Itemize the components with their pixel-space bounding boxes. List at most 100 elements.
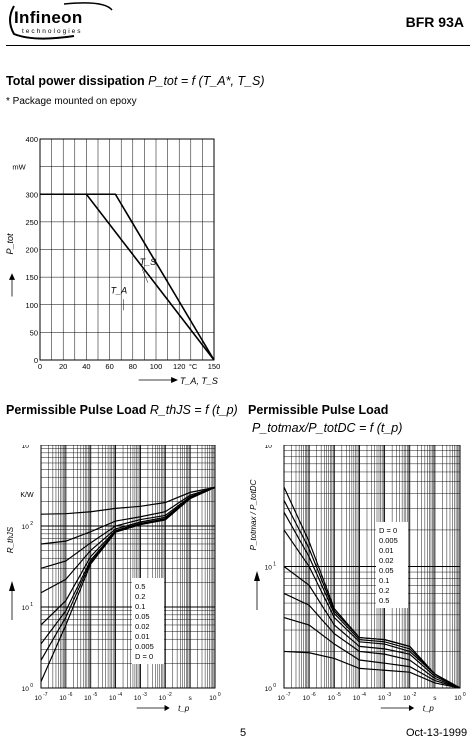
x-tick-label: 10 -6 — [303, 692, 316, 702]
section3-title: Permissible Pulse Load — [248, 403, 388, 417]
header-divider — [6, 45, 470, 46]
x-tick-label: 120 — [173, 362, 186, 371]
x-tick-label: 10 -5 — [84, 692, 97, 702]
series-ts-label: T_S — [140, 257, 157, 267]
legend-label: 0.02 — [379, 556, 394, 565]
x-tick-label: 60 — [105, 362, 113, 371]
x-tick-label: 10 -4 — [353, 692, 366, 702]
pulse-power-ratio-chart: 10 -7 10 -6 10 -5 10 -4 10 -3 10 -2 s 10 0 10 0 1… — [249, 445, 466, 713]
legend-box — [132, 578, 164, 664]
brand-subtitle: technologies — [22, 28, 83, 35]
plot-frame — [39, 138, 215, 361]
x-tick-label: 10 -4 — [109, 692, 122, 702]
y-tick-label: 100 — [25, 301, 38, 310]
x-tick-label: 0 — [38, 362, 42, 371]
series-line — [283, 592, 461, 689]
x-axis-label: t_p — [178, 704, 190, 713]
footer-date: Oct-13-1999 — [406, 727, 468, 739]
legend-label: 0.5 — [379, 596, 389, 605]
thermal-resistance-chart: 10 -7 10 -6 10 -5 10 -4 10 -3 10 -2 s 10 0 10 0 1… — [6, 445, 221, 713]
series-line — [40, 486, 216, 515]
x-tick-label: 10 -2 — [403, 692, 416, 702]
y-tick-label: 150 — [25, 273, 38, 282]
y-unit-label: K/W — [20, 492, 34, 499]
legend-label: 0.05 — [135, 612, 150, 621]
series-line — [283, 529, 461, 689]
y-tick-label: 10 2 — [22, 521, 34, 531]
section1-title-formula: P_tot = f (T_A*, T_S) — [148, 74, 265, 88]
y-tick-label: 50 — [30, 328, 38, 337]
series-line — [40, 486, 216, 682]
x-tick-label: 10 -6 — [59, 692, 72, 702]
y-tick-label: 10 3 — [22, 445, 34, 450]
series-line — [40, 486, 216, 569]
x-tick-label: 10 0 — [454, 692, 466, 702]
x-tick-label: 10 -7 — [277, 692, 290, 702]
legend-label: 0.1 — [135, 602, 145, 611]
legend-label: 0.5 — [135, 582, 145, 591]
y-tick-label: 300 — [25, 190, 38, 199]
legend-label: 0.1 — [379, 576, 389, 585]
legend-label: 0.01 — [379, 546, 394, 555]
y-tick-label: 0 — [34, 356, 38, 365]
series-line — [283, 616, 461, 689]
legend-label: D = 0 — [135, 652, 153, 661]
x-tick-label: 100 — [150, 362, 163, 371]
section1-note: * Package mounted on epoxy — [6, 96, 137, 107]
section1-title-main: Total power dissipation — [6, 74, 145, 88]
legend-label: 0.005 — [135, 642, 154, 651]
section3-formula: P_totmax/P_totDC = f (t_p) — [252, 421, 402, 435]
y-tick-label: 10 2 — [265, 445, 277, 450]
series-line — [283, 566, 461, 689]
x-axis-arrowhead — [171, 377, 179, 383]
series-line — [40, 486, 216, 545]
brand-name: Infineon — [14, 8, 83, 27]
legend-label: 0.2 — [135, 592, 145, 601]
section2-title-main: Permissible Pulse Load — [6, 403, 147, 417]
x-tick-label: 150 — [208, 362, 221, 371]
part-number: BFR 93A — [405, 14, 464, 30]
y-tick-label: 200 — [25, 246, 38, 255]
series-ta-line — [40, 193, 215, 361]
series-ts-leader — [141, 268, 149, 283]
section3-title-main: Permissible Pulse Load — [248, 403, 389, 417]
y-axis-label: R_thJS — [6, 526, 15, 553]
x-tick-label: 20 — [59, 362, 67, 371]
x-tick-label: 80 — [129, 362, 137, 371]
legend-label: 0.02 — [135, 622, 150, 631]
section2-title-formula: R_thJS = f (t_p) — [149, 403, 238, 417]
y-tick-label: 250 — [25, 218, 38, 227]
y-tick-label: 10 0 — [265, 683, 277, 693]
x-tick-label: 10 -3 — [378, 692, 391, 702]
y-tick-label: 10 1 — [265, 562, 277, 572]
x-tick-label: 40 — [82, 362, 90, 371]
legend-label: 0.05 — [379, 566, 394, 575]
x-tick-label: 10 -7 — [34, 692, 47, 702]
x-tick-label: 10 -2 — [159, 692, 172, 702]
section3-title-formula: P_totmax/P_totDC = f (t_p) — [252, 421, 403, 435]
brand-logo — [4, 2, 114, 40]
series-line — [283, 650, 461, 689]
section2-title: Permissible Pulse Load R_thJS = f (t_p) — [6, 403, 238, 417]
y-axis-label: P_tot — [5, 233, 15, 255]
x-axis-label: T_A, T_S — [180, 376, 218, 386]
x-axis-arrowhead — [408, 705, 415, 711]
y-axis-arrowhead — [254, 571, 260, 581]
plot-frame — [40, 445, 216, 689]
y-axis-arrowhead — [9, 273, 15, 280]
y-tick-label: 10 0 — [22, 683, 34, 693]
legend-label: 0.2 — [379, 586, 389, 595]
y-axis-label: P_totmax / P_totDC — [249, 479, 258, 550]
legend-label: 0.01 — [135, 632, 150, 641]
x-tick-label: 10 0 — [209, 692, 221, 702]
power-dissipation-chart: 0 20 40 60 80 100 120 150 0 50 100 150 200 250 300 400 m… — [5, 135, 221, 386]
y-tick-label: 400 — [25, 135, 38, 144]
page-number: 5 — [240, 727, 247, 739]
x-unit-label: °C — [189, 362, 198, 371]
logo-swoosh-icon — [9, 2, 113, 40]
series-ta-label: T_A — [111, 286, 128, 296]
y-axis-arrowhead — [9, 581, 15, 591]
x-tick-label: 10 -3 — [134, 692, 147, 702]
y-tick-label: 10 1 — [22, 602, 34, 612]
x-axis-arrowhead — [164, 705, 170, 711]
